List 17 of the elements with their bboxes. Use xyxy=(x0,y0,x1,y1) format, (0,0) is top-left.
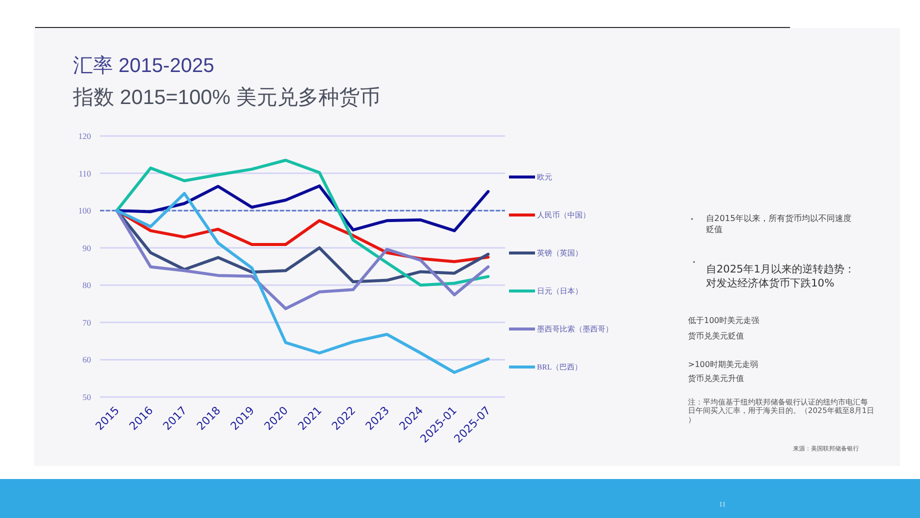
text: 低于100时美元走强货币兑美元贬值 xyxy=(688,316,760,341)
line-series xyxy=(115,209,490,310)
chart-subtitle: 指数 2015=100% 美元兑多种货币 xyxy=(72,86,380,109)
y-tick-label: 90 xyxy=(82,242,91,253)
line-series xyxy=(115,192,490,374)
line-series xyxy=(115,158,490,287)
y-tick-label: 60 xyxy=(82,354,91,365)
text: 自2015年以来，所有货币均以不同速度贬值 xyxy=(706,213,852,234)
y-tick-label: 50 xyxy=(82,392,91,402)
text: >100时期美元走弱货币兑美元升值 xyxy=(688,360,758,383)
y-tick-label: 110 xyxy=(78,168,91,178)
chart-title: 汇率 2015-2025 xyxy=(73,55,214,77)
y-tick-label: 100 xyxy=(78,206,91,216)
y-tick-label: 70 xyxy=(82,317,91,328)
text: 自2025年1月以来的逆转趋势：对发达经济体货币下跌10% xyxy=(706,264,855,290)
y-tick-label: 120 xyxy=(78,131,91,141)
y-tick-label: 80 xyxy=(82,280,91,290)
